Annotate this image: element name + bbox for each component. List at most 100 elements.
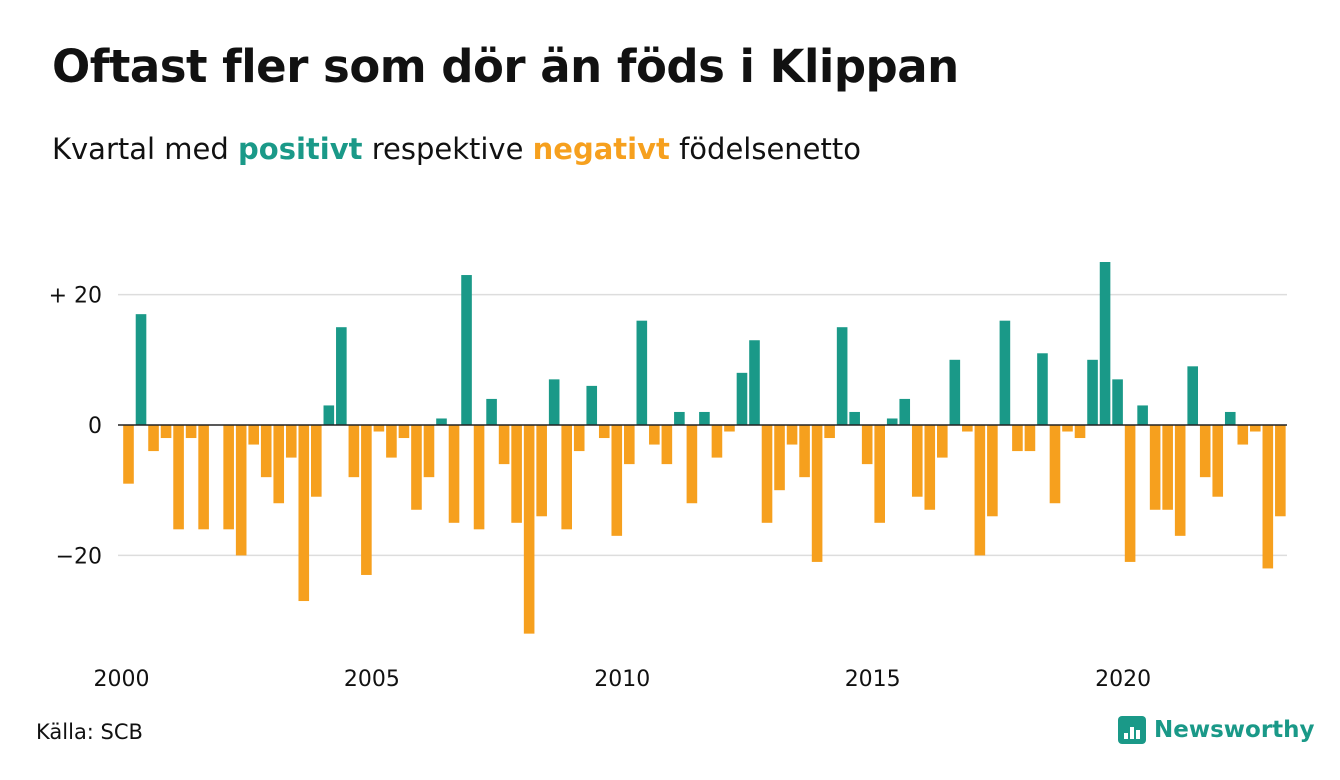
- bar: [1237, 425, 1249, 445]
- bar: [949, 359, 961, 425]
- chart-subtitle: Kvartal med positivt respektive negativt…: [52, 132, 861, 166]
- bar: [298, 425, 310, 602]
- bar: [686, 425, 698, 504]
- x-tick-label: 2005: [344, 667, 400, 692]
- bar: [611, 425, 623, 536]
- bar: [398, 425, 410, 439]
- bar: [148, 425, 159, 452]
- bar: [786, 425, 798, 445]
- grid-lines: [118, 293, 1287, 557]
- bar: [699, 411, 710, 425]
- bar: [1024, 425, 1036, 452]
- bar: [937, 425, 948, 458]
- bar: [836, 327, 848, 425]
- bar: [323, 405, 335, 425]
- bar: [511, 425, 522, 523]
- bar: [185, 425, 197, 439]
- bar: [1074, 425, 1086, 439]
- bar: [273, 425, 285, 504]
- bar: [473, 425, 485, 530]
- bar: [1224, 411, 1236, 425]
- bar: [1049, 425, 1061, 504]
- bar: [799, 425, 810, 478]
- newsworthy-logo-icon: [1118, 716, 1146, 744]
- bar: [1062, 425, 1073, 432]
- brand-logo: Newsworthy: [1118, 714, 1315, 746]
- bar: [573, 425, 585, 452]
- bar: [1099, 262, 1111, 425]
- bar: [160, 425, 172, 439]
- source-note: Källa: SCB: [36, 720, 143, 744]
- bar: [198, 425, 209, 530]
- bar: [661, 425, 673, 465]
- y-tick-label: −20: [56, 544, 102, 569]
- bar: [711, 425, 723, 458]
- bar: [1262, 425, 1274, 569]
- x-tick-label: 2000: [94, 667, 150, 692]
- subtitle-suffix: födelsenetto: [669, 132, 861, 166]
- bar: [336, 327, 347, 425]
- bar: [536, 425, 547, 517]
- bar: [348, 425, 360, 478]
- bar: [173, 425, 184, 530]
- bar: [1112, 379, 1123, 425]
- bar: [411, 425, 422, 510]
- bar: [724, 425, 735, 432]
- bar: [561, 425, 572, 530]
- bar: [1149, 425, 1161, 510]
- bar: [974, 425, 986, 556]
- bar: [1250, 425, 1261, 432]
- bar: [235, 425, 247, 556]
- subtitle-prefix: Kvartal med: [52, 132, 239, 166]
- bar: [624, 425, 635, 465]
- y-tick-label: 0: [88, 414, 102, 439]
- bar: [1137, 405, 1148, 425]
- bar: [962, 425, 973, 432]
- bar: [260, 425, 272, 478]
- bar: [311, 425, 322, 497]
- subtitle-middle: respektive: [362, 132, 533, 166]
- bar: [999, 320, 1011, 425]
- bar: [135, 314, 147, 425]
- axes: + 20 0 −20 2000 2005 2010 2015 2020: [49, 284, 1287, 692]
- bar: [924, 425, 936, 510]
- bars: [123, 262, 1286, 634]
- x-tick-label: 2015: [845, 667, 901, 692]
- bar: [1162, 425, 1173, 510]
- chart-title: Oftast fler som dör än föds i Klippan: [52, 40, 959, 93]
- bar: [649, 425, 660, 445]
- subtitle-positive-label: positivt: [238, 132, 363, 166]
- bar: [223, 425, 234, 530]
- bar: [761, 425, 773, 523]
- bar: [386, 425, 397, 458]
- bar: [586, 385, 598, 425]
- bar: [874, 425, 885, 523]
- bar: [548, 379, 560, 425]
- bar: [248, 425, 259, 445]
- bar: [849, 411, 860, 425]
- bar: [911, 425, 923, 497]
- bar: [1037, 353, 1048, 425]
- bar: [523, 425, 535, 634]
- x-tick-label: 2020: [1095, 667, 1151, 692]
- bar: [486, 398, 497, 425]
- bar: [824, 425, 835, 439]
- bar: [1275, 425, 1286, 517]
- bar: [811, 425, 823, 562]
- bar: [1174, 425, 1186, 536]
- bar: [886, 418, 898, 425]
- brand-name: Newsworthy: [1154, 717, 1315, 743]
- bar: [373, 425, 385, 432]
- bar: [423, 425, 435, 478]
- bar: [636, 320, 648, 425]
- bar: [899, 398, 911, 425]
- bar: [774, 425, 785, 491]
- bar: [461, 275, 472, 425]
- bar: [861, 425, 873, 465]
- subtitle-negative-label: negativt: [532, 132, 670, 166]
- y-tick-label: + 20: [49, 284, 102, 309]
- bar: [1012, 425, 1023, 452]
- bar: [736, 372, 748, 425]
- bar: [448, 425, 460, 523]
